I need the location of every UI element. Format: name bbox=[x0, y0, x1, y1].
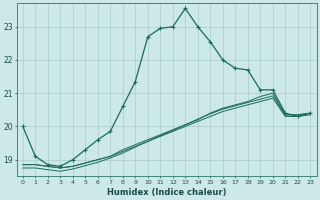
X-axis label: Humidex (Indice chaleur): Humidex (Indice chaleur) bbox=[107, 188, 226, 197]
